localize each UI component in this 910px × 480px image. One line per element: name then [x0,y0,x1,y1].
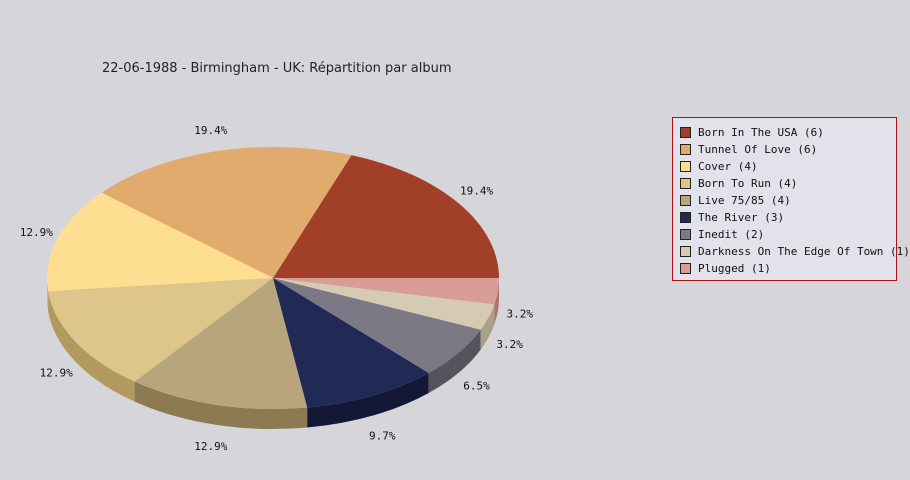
legend-swatch [680,160,691,172]
pie-slice-inedit [273,278,481,373]
pie-slice-darkness-on-the-edge-of-town [273,278,495,330]
legend-label: Tunnel Of Love (6) [698,142,818,156]
legend-swatch [680,194,691,206]
legend-item: Inedit (2) [680,227,764,241]
pie-slice-cover [47,192,273,292]
legend-item: Live 75/85 (4) [680,193,791,207]
slice-label-born-in-the-usa: 19.4% [460,185,493,198]
pie-side-darkness-on-the-edge-of-town [480,304,495,350]
pie-slice-the-river [273,278,429,408]
slice-label-tunnel-of-love: 19.4% [194,124,227,137]
slice-label-live-75-85: 12.9% [194,440,227,453]
pie-side-inedit [428,329,481,393]
slice-label-the-river: 9.7% [369,429,396,442]
legend-label: Darkness On The Edge Of Town (1) [698,244,910,258]
legend-item: Plugged (1) [680,261,771,275]
legend-item: Born In The USA (6) [680,125,824,139]
legend-swatch [680,245,691,257]
slice-label-cover: 12.9% [20,226,53,239]
legend: Born In The USA (6) Tunnel Of Love (6) Cov… [672,117,910,281]
legend-swatch [680,262,691,274]
legend-item: The River (3) [680,210,784,224]
chart-title: 22-06-1988 - Birmingham - UK: Répartitio… [102,61,452,76]
pie-slice-tunnel-of-love [101,147,352,278]
pie-side-born-to-run [48,291,135,402]
legend-swatch [680,211,691,223]
legend-item: Cover (4) [680,159,758,173]
legend-label: Born In The USA (6) [698,125,824,139]
legend-swatch [680,143,691,155]
slice-label-plugged: 3.2% [506,307,533,320]
legend-swatch [680,177,691,189]
legend-item: Tunnel Of Love (6) [680,142,817,156]
pie-slice-born-to-run [48,278,274,382]
slice-label-inedit: 6.5% [463,379,490,392]
legend-item: Born To Run (4) [680,176,797,190]
slice-label-born-to-run: 12.9% [40,366,73,379]
legend-label: Plugged (1) [698,261,771,275]
legend-item: Darkness On The Edge Of Town (1) [680,244,910,258]
legend-label: Live 75/85 (4) [698,193,791,207]
pie-slice-plugged [273,278,499,305]
pie-side-cover [47,278,49,312]
slice-label-darkness-on-the-edge-of-town: 3.2% [496,338,523,351]
legend-swatch [680,228,691,240]
legend-label: The River (3) [698,210,785,224]
pie-slice-born-in-the-usa [273,155,499,278]
legend-swatch [680,126,691,138]
legend-label: Born To Run (4) [698,176,798,190]
pie-slice-live-75-85 [134,278,308,410]
legend-label: Inedit (2) [698,227,765,241]
pie-side-live-75-85 [134,381,308,429]
legend-label: Cover (4) [698,159,758,173]
pie-side-the-river [307,372,429,428]
pie-side-plugged [494,278,499,325]
